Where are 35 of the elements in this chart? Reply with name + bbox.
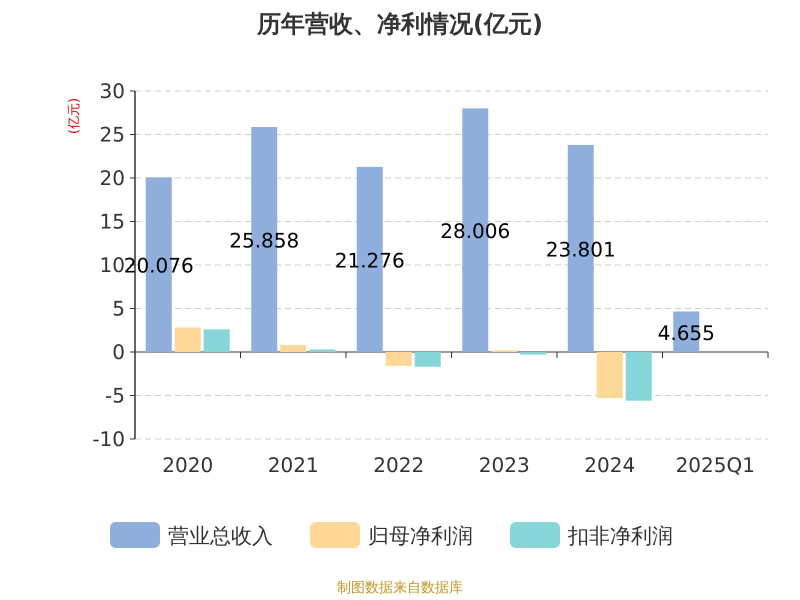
chart-title: 历年营收、净利情况(亿元) <box>256 10 543 38</box>
bar <box>204 329 230 352</box>
bar <box>596 352 623 398</box>
y-tick-label: 10 <box>100 253 125 277</box>
y-tick-label: 0 <box>112 340 125 364</box>
bar <box>280 345 306 352</box>
bar <box>174 328 201 352</box>
x-tick-label: 2025Q1 <box>676 453 755 477</box>
y-axis-title: (亿元) <box>67 98 82 134</box>
legend-label: 归母净利润 <box>368 524 473 548</box>
bar <box>309 349 336 352</box>
bar <box>626 352 652 401</box>
x-tick-label: 2020 <box>162 453 214 477</box>
text: 制图数据来自数据库 <box>337 580 463 596</box>
data-label: 28.006 <box>440 219 510 244</box>
y-tick-label: 5 <box>112 296 125 320</box>
y-tick-label: 20 <box>100 166 125 190</box>
legend-label: 营业总收入 <box>168 524 273 548</box>
bar <box>414 352 441 367</box>
bar <box>520 352 546 355</box>
y-tick-label: -5 <box>105 384 125 408</box>
y-tick-label: 30 <box>100 79 125 103</box>
bar <box>386 352 412 366</box>
y-tick-label: 15 <box>100 210 125 234</box>
data-label: 21.276 <box>334 248 405 272</box>
legend-label: 扣非净利润 <box>567 524 673 548</box>
x-tick-label: 2024 <box>584 453 636 477</box>
y-tick-label: -10 <box>92 427 125 451</box>
y-tick-label: 25 <box>100 122 125 146</box>
x-tick-label: 2022 <box>373 453 424 477</box>
data-label: 23.801 <box>546 237 616 262</box>
data-label: 4.655 <box>658 320 715 345</box>
x-tick-label: 2023 <box>478 453 530 477</box>
data-label: 25.858 <box>229 228 300 253</box>
x-tick-label: 2021 <box>268 453 319 477</box>
